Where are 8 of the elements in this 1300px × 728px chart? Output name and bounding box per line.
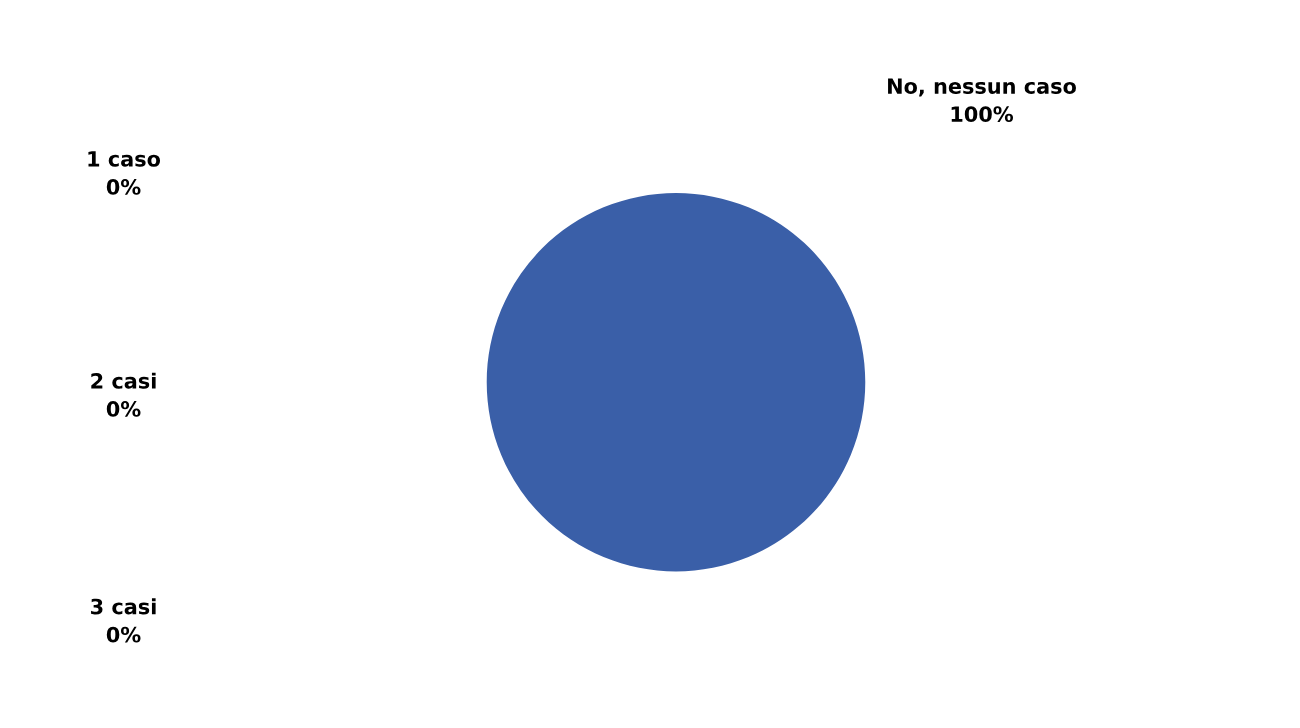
category-label: 1 caso [88, 151, 161, 167]
text: 0% [106, 401, 141, 417]
category-label: 2 casi [91, 372, 156, 389]
text: 0% [106, 626, 141, 643]
data-label: 100% [951, 106, 1014, 122]
slice-label: No, nessun caso [888, 78, 1076, 97]
text: 0% [106, 179, 141, 195]
category-label: 3 casi [91, 598, 156, 615]
